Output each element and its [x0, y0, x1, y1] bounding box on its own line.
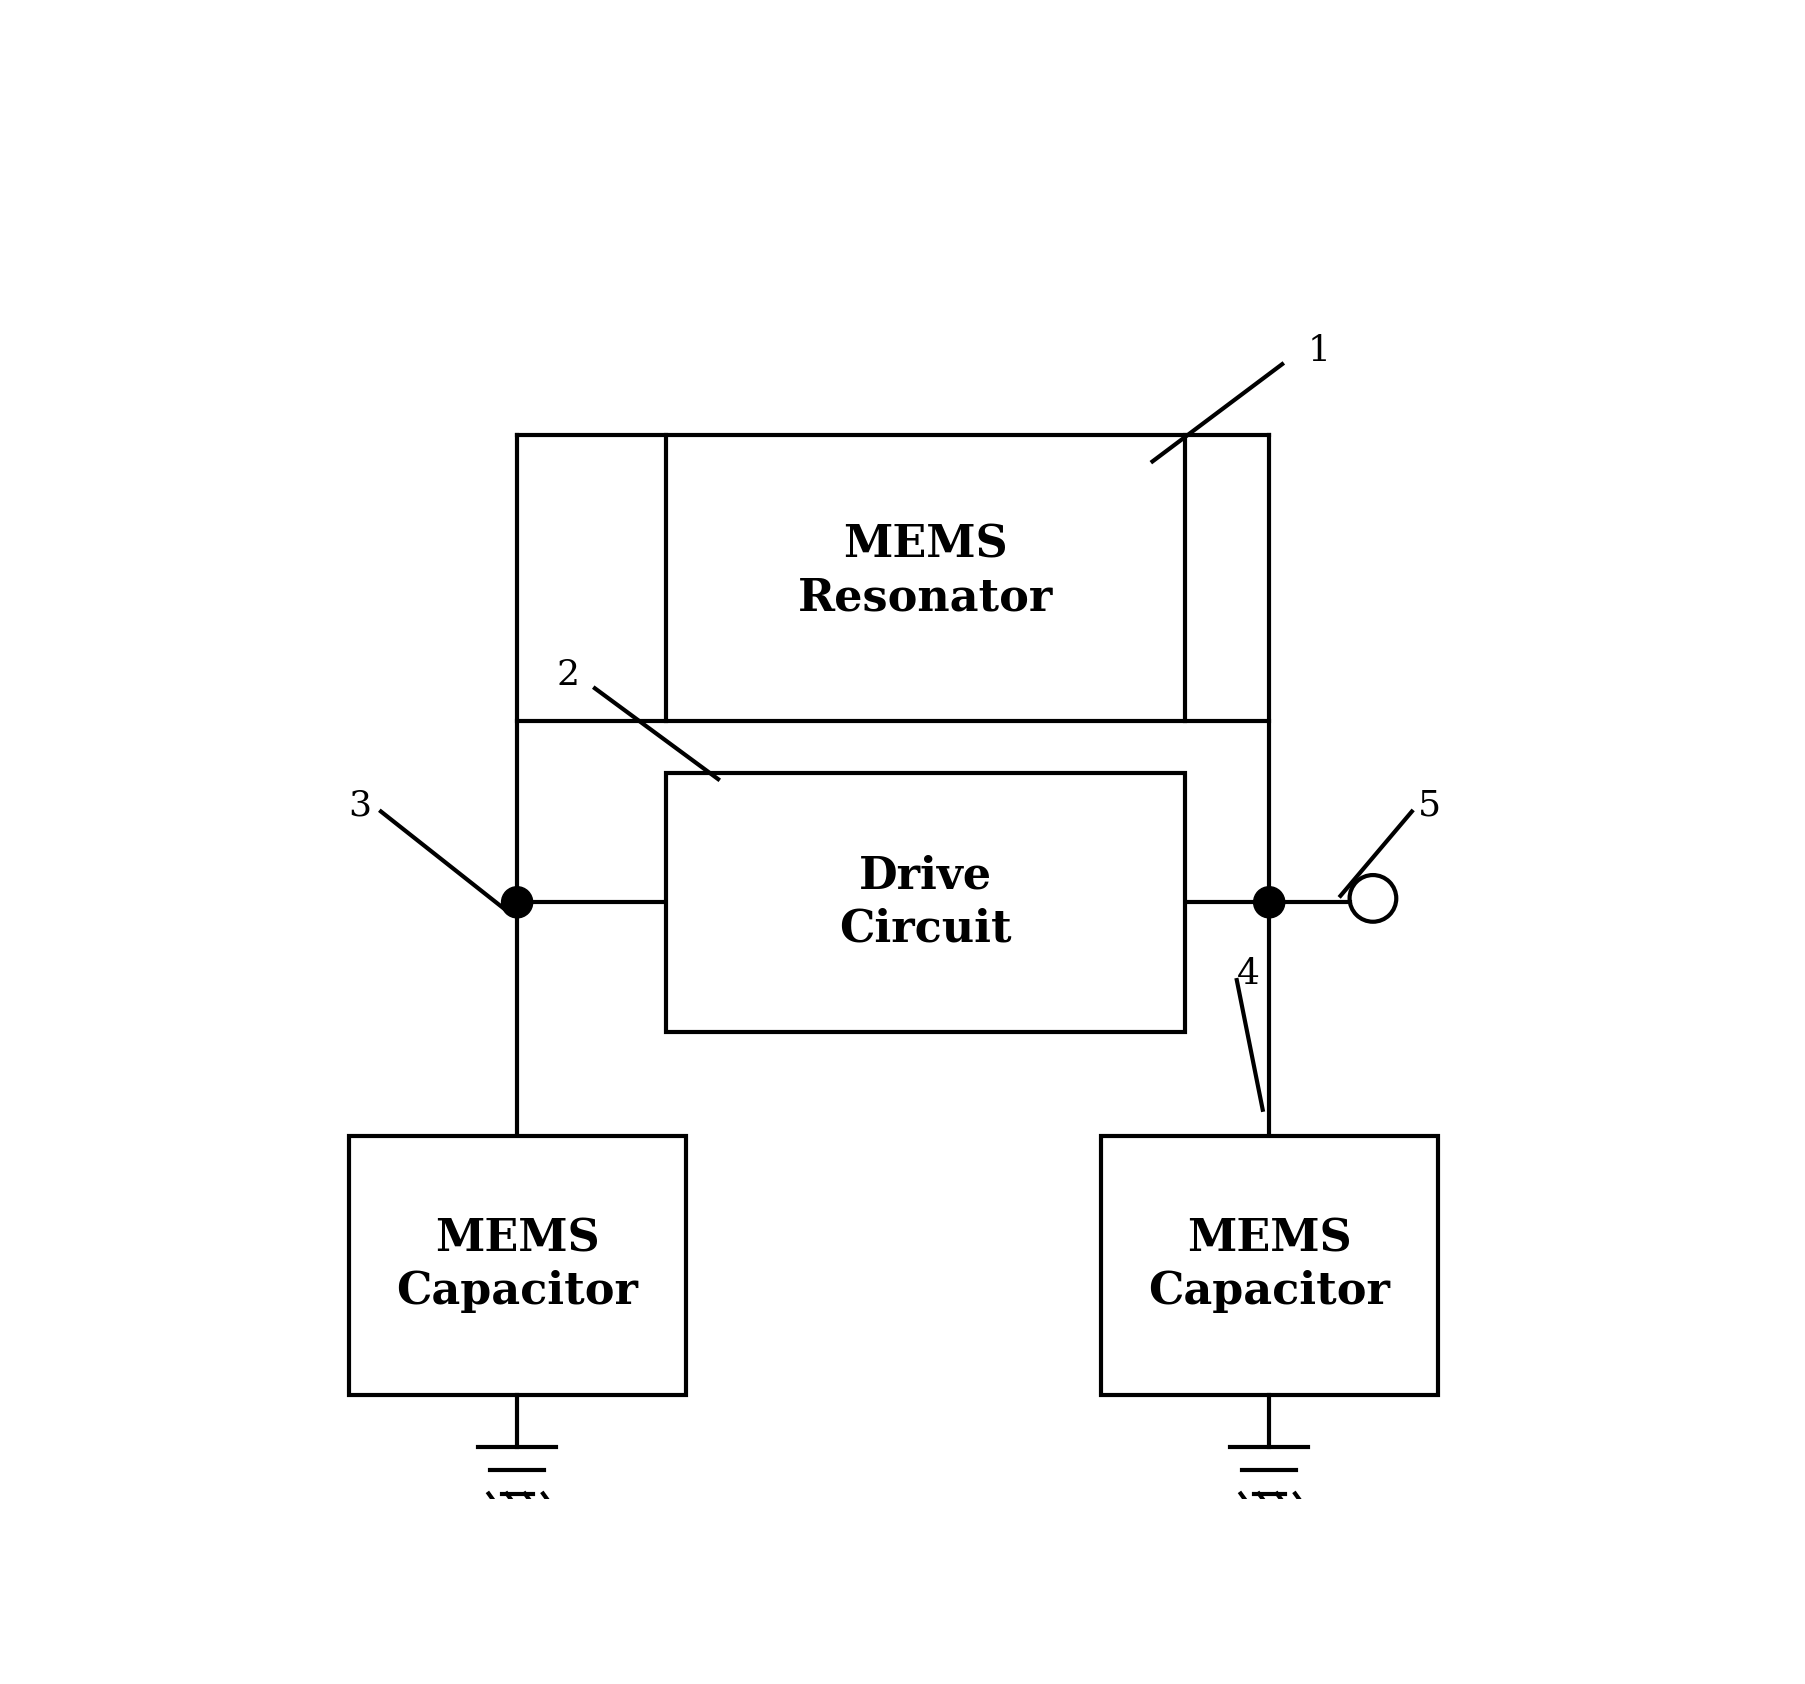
Bar [666, 436, 1184, 721]
Text: Drive
Circuit: Drive Circuit [839, 854, 1011, 950]
Circle shape [1253, 887, 1283, 918]
Text: MEMS
Resonator: MEMS Resonator [798, 524, 1052, 620]
Bar [666, 773, 1184, 1032]
Text: 4: 4 [1236, 957, 1260, 990]
Text: 1: 1 [1307, 333, 1330, 369]
Text: MEMS
Capacitor: MEMS Capacitor [395, 1218, 637, 1314]
Text: 3: 3 [348, 788, 372, 822]
Text: MEMS
Capacitor: MEMS Capacitor [1148, 1218, 1390, 1314]
Bar [1099, 1135, 1437, 1394]
Bar [348, 1135, 686, 1394]
Circle shape [502, 887, 532, 918]
Text: 2: 2 [556, 658, 579, 692]
Text: 5: 5 [1417, 788, 1440, 822]
